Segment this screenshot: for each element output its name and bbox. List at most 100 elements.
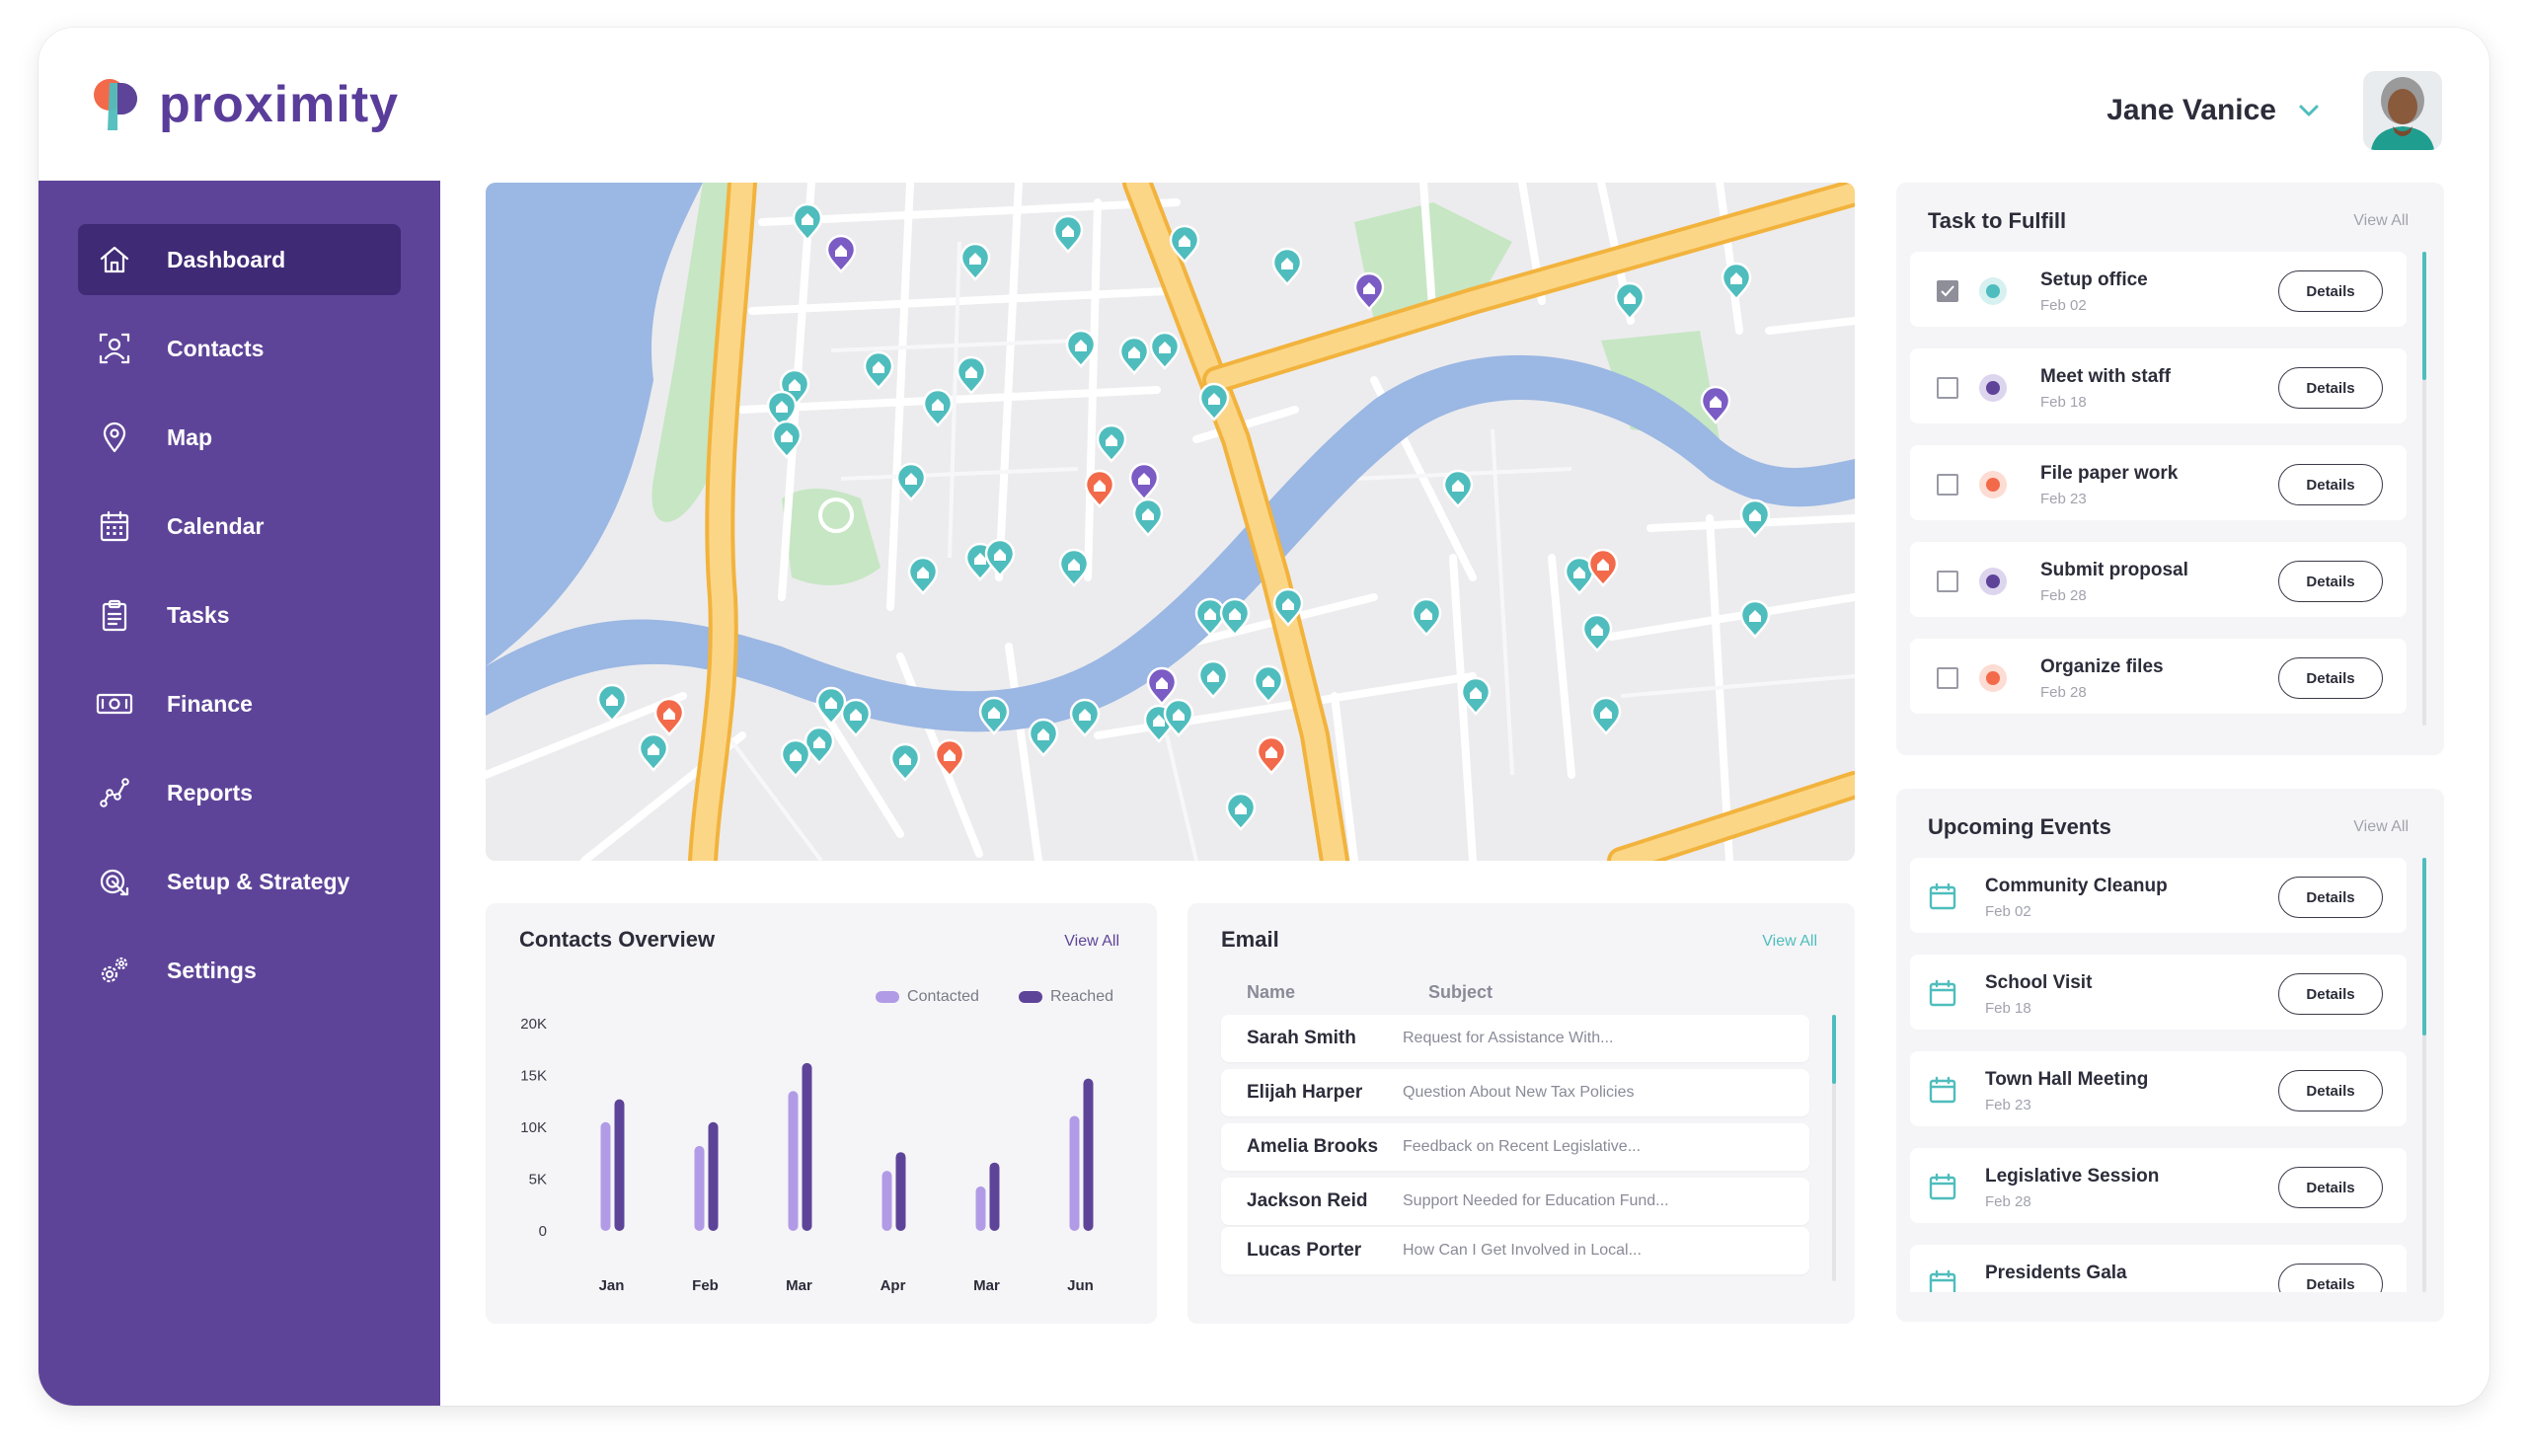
bar-reached[interactable]: [895, 1152, 906, 1231]
map-pin-icon[interactable]: [653, 697, 685, 736]
map-pin-icon[interactable]: [1118, 336, 1150, 375]
events-list[interactable]: Community Cleanup Feb 02 Details School …: [1896, 858, 2444, 1292]
events-view-all-link[interactable]: View All: [2353, 818, 2409, 835]
map-pin-icon[interactable]: [1353, 271, 1385, 311]
map-pin-icon[interactable]: [1069, 698, 1101, 737]
map-pin-icon[interactable]: [895, 462, 927, 501]
avatar[interactable]: [2363, 71, 2442, 150]
chevron-down-icon[interactable]: [2294, 96, 2324, 125]
sidebar-item-contacts[interactable]: Contacts: [78, 313, 401, 384]
events-scrollbar[interactable]: [2422, 858, 2426, 1292]
map-pin-icon[interactable]: [1721, 262, 1752, 301]
task-checkbox[interactable]: [1937, 667, 1958, 689]
bar-contacted[interactable]: [881, 1171, 892, 1231]
contacts-view-all-link[interactable]: View All: [1064, 933, 1119, 950]
map-pin-icon[interactable]: [1272, 587, 1304, 627]
email-row[interactable]: Elijah Harper Question About New Tax Pol…: [1221, 1069, 1809, 1116]
events-scroll-thumb[interactable]: [2422, 858, 2426, 1035]
email-row[interactable]: Lucas Porter How Can I Get Involved in L…: [1221, 1227, 1809, 1274]
bar-contacted[interactable]: [600, 1121, 611, 1231]
map-pin-icon[interactable]: [922, 388, 954, 427]
task-details-button[interactable]: Details: [2278, 561, 2383, 602]
map-pin-icon[interactable]: [1460, 676, 1492, 716]
map-pin-icon[interactable]: [1219, 597, 1251, 637]
bar-contacted[interactable]: [694, 1145, 705, 1231]
task-checkbox[interactable]: [1937, 571, 1958, 592]
tasks-view-all-link[interactable]: View All: [2353, 212, 2409, 229]
bar-reached[interactable]: [708, 1121, 719, 1231]
map-pin-icon[interactable]: [1739, 599, 1771, 639]
event-details-button[interactable]: Details: [2278, 1070, 2383, 1111]
sidebar-item-map[interactable]: Map: [78, 402, 401, 473]
map-pin-icon[interactable]: [771, 420, 803, 459]
map-pin-icon[interactable]: [1065, 329, 1097, 368]
bar-contacted[interactable]: [975, 1186, 986, 1231]
map-pin-icon[interactable]: [1411, 597, 1442, 637]
sidebar-item-finance[interactable]: Finance: [78, 668, 401, 739]
event-details-button[interactable]: Details: [2278, 877, 2383, 918]
sidebar-item-calendar[interactable]: Calendar: [78, 491, 401, 562]
user-menu[interactable]: Jane Vanice: [2106, 71, 2442, 150]
map-pin-icon[interactable]: [840, 698, 872, 737]
bar-contacted[interactable]: [1069, 1115, 1080, 1231]
sidebar-item-setup-strategy[interactable]: Setup & Strategy: [78, 846, 401, 917]
map-pin-icon[interactable]: [956, 355, 987, 395]
map-pin-icon[interactable]: [1096, 423, 1127, 463]
event-details-button[interactable]: Details: [2278, 1167, 2383, 1208]
map-pin-icon[interactable]: [1198, 382, 1230, 421]
map-pin-icon[interactable]: [889, 742, 921, 782]
bar-reached[interactable]: [802, 1062, 812, 1231]
email-row[interactable]: Amelia Brooks Feedback on Recent Legisla…: [1221, 1123, 1809, 1171]
map-pin-icon[interactable]: [815, 686, 847, 726]
task-details-button[interactable]: Details: [2278, 270, 2383, 312]
map-pin-icon[interactable]: [596, 683, 628, 723]
map-pin-icon[interactable]: [1581, 613, 1613, 652]
email-scrollbar[interactable]: [1832, 1015, 1836, 1281]
map-view[interactable]: [486, 183, 1855, 861]
tasks-scrollbar[interactable]: [2422, 252, 2426, 726]
map-pin-icon[interactable]: [766, 390, 798, 429]
map-pin-icon[interactable]: [1052, 214, 1084, 254]
map-pin-icon[interactable]: [1739, 498, 1771, 538]
sidebar-item-dashboard[interactable]: Dashboard: [78, 224, 401, 295]
map-pin-icon[interactable]: [863, 350, 894, 390]
map-pin-icon[interactable]: [825, 234, 857, 273]
map-pin-icon[interactable]: [1614, 281, 1646, 321]
map-pin-icon[interactable]: [1163, 698, 1194, 737]
bar-reached[interactable]: [989, 1162, 1000, 1231]
map-pin-icon[interactable]: [1564, 556, 1595, 595]
bar-reached[interactable]: [1083, 1078, 1094, 1231]
map-pin-icon[interactable]: [1225, 792, 1257, 831]
map-pin-icon[interactable]: [1146, 666, 1178, 706]
map-pin-icon[interactable]: [1271, 247, 1303, 286]
bar-reached[interactable]: [614, 1099, 625, 1231]
sidebar-item-reports[interactable]: Reports: [78, 757, 401, 828]
map-pin-icon[interactable]: [1128, 462, 1160, 501]
task-checkbox[interactable]: [1937, 377, 1958, 399]
task-checkbox[interactable]: [1937, 280, 1958, 302]
map-pin-icon[interactable]: [792, 202, 823, 242]
task-details-button[interactable]: Details: [2278, 367, 2383, 409]
map-pin-icon[interactable]: [780, 738, 811, 778]
map-pin-icon[interactable]: [1132, 498, 1164, 537]
map-pin-icon[interactable]: [978, 696, 1010, 735]
event-details-button[interactable]: Details: [2278, 1264, 2383, 1292]
map-pin-icon[interactable]: [1253, 664, 1284, 704]
task-details-button[interactable]: Details: [2278, 464, 2383, 505]
task-details-button[interactable]: Details: [2278, 657, 2383, 699]
map-canvas[interactable]: [486, 183, 1855, 861]
map-pin-icon[interactable]: [1442, 469, 1474, 508]
map-pin-icon[interactable]: [907, 556, 939, 595]
map-pin-icon[interactable]: [934, 738, 965, 778]
email-row[interactable]: Sarah Smith Request for Assistance With.…: [1221, 1015, 1809, 1062]
event-details-button[interactable]: Details: [2278, 973, 2383, 1015]
map-pin-icon[interactable]: [959, 242, 991, 281]
map-pin-icon[interactable]: [984, 538, 1016, 577]
map-pin-icon[interactable]: [1590, 696, 1622, 735]
email-row[interactable]: Jackson Reid Support Needed for Educatio…: [1221, 1178, 1809, 1225]
map-pin-icon[interactable]: [638, 732, 669, 772]
map-pin-icon[interactable]: [1084, 469, 1115, 508]
map-pin-icon[interactable]: [1256, 735, 1287, 775]
tasks-scroll-thumb[interactable]: [2422, 252, 2426, 380]
app-logo[interactable]: proximity: [90, 75, 399, 134]
